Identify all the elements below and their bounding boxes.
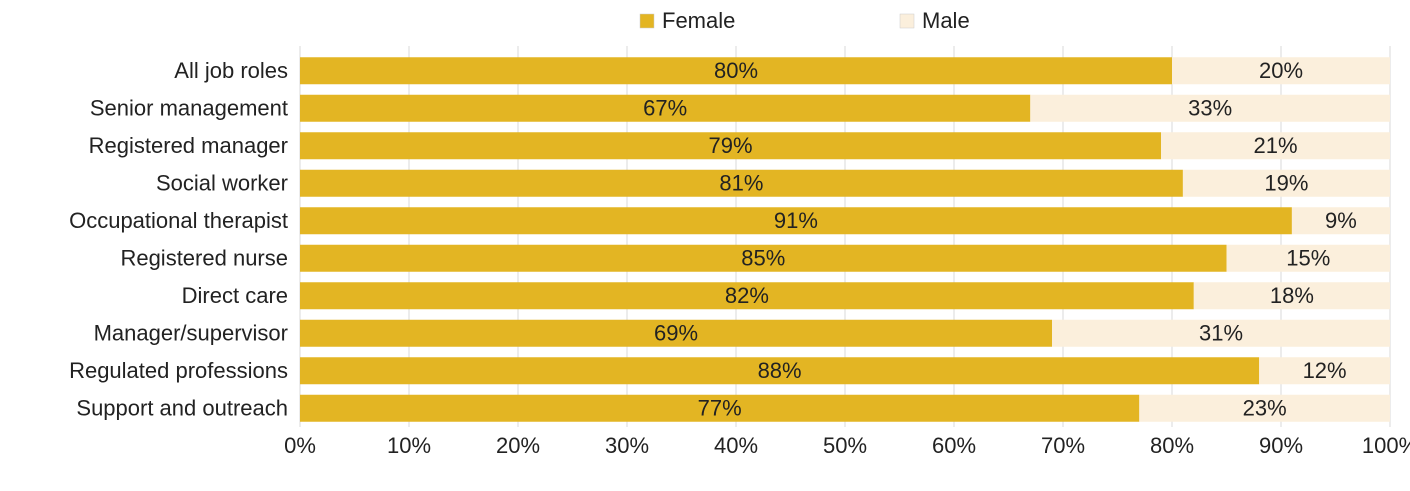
- data-label-male-social-worker: 19%: [1264, 170, 1308, 195]
- bar-male-support-and-outreach: [1139, 394, 1390, 422]
- bar-male-registered-nurse: [1226, 244, 1390, 272]
- legend-swatch-male: [899, 13, 915, 29]
- bar-male-manager-supervisor: [1052, 319, 1390, 347]
- bar-female-occupational-therapist: [300, 207, 1292, 235]
- bar-female-registered-nurse: [300, 244, 1227, 272]
- x-tick-label: 30%: [605, 433, 649, 458]
- data-label-female-registered-nurse: 85%: [741, 245, 785, 270]
- category-label-social-worker: Social worker: [156, 170, 288, 195]
- data-label-female-support-and-outreach: 77%: [698, 395, 742, 420]
- data-label-male-manager-supervisor: 31%: [1199, 320, 1243, 345]
- data-label-male-registered-nurse: 15%: [1286, 245, 1330, 270]
- data-label-female-regulated-professions: 88%: [758, 358, 802, 383]
- bar-male-registered-manager: [1161, 132, 1390, 160]
- x-axis: 0% 10% 20% 30% 40% 50% 60% 70% 80% 90% 100%: [284, 433, 1410, 458]
- data-label-female-senior-management: 67%: [643, 95, 687, 120]
- bar-female-direct-care: [300, 282, 1194, 310]
- data-label-male-regulated-professions: 12%: [1303, 358, 1347, 383]
- legend-label-male: Male: [922, 8, 970, 33]
- category-label-occupational-therapist: Occupational therapist: [69, 208, 288, 233]
- bar-female-support-and-outreach: [300, 394, 1140, 422]
- category-labels: All job roles Senior management Registered…: [69, 58, 288, 421]
- category-label-regulated-professions: Regulated professions: [69, 358, 288, 383]
- x-tick-label: 100%: [1362, 433, 1410, 458]
- category-label-direct-care: Direct care: [182, 283, 288, 308]
- bars: 80% 20% 67% 33% 79% 21% 81% 19% 91% 9% 85% 15% 82% 18…: [300, 57, 1390, 422]
- category-label-all-job-roles: All job roles: [174, 58, 288, 83]
- bar-female-regulated-professions: [300, 357, 1260, 385]
- data-label-male-all-job-roles: 20%: [1259, 58, 1303, 83]
- x-tick-label: 0%: [284, 433, 316, 458]
- bar-female-senior-management: [300, 94, 1031, 122]
- bar-male-occupational-therapist: [1291, 207, 1390, 235]
- data-label-male-support-and-outreach: 23%: [1243, 395, 1287, 420]
- category-label-senior-management: Senior management: [90, 95, 288, 120]
- bar-male-all-job-roles: [1172, 57, 1390, 85]
- category-label-registered-manager: Registered manager: [89, 133, 288, 158]
- category-label-registered-nurse: Registered nurse: [120, 245, 288, 270]
- data-label-female-occupational-therapist: 91%: [774, 208, 818, 233]
- bar-female-manager-supervisor: [300, 319, 1053, 347]
- data-label-male-senior-management: 33%: [1188, 95, 1232, 120]
- bar-male-direct-care: [1193, 282, 1390, 310]
- data-label-male-direct-care: 18%: [1270, 283, 1314, 308]
- x-tick-label: 50%: [823, 433, 867, 458]
- legend-swatch-female: [639, 13, 655, 29]
- x-tick-label: 90%: [1259, 433, 1303, 458]
- data-label-female-manager-supervisor: 69%: [654, 320, 698, 345]
- bar-male-senior-management: [1030, 94, 1390, 122]
- data-label-female-social-worker: 81%: [719, 170, 763, 195]
- x-tick-label: 40%: [714, 433, 758, 458]
- bar-female-social-worker: [300, 169, 1183, 197]
- bar-female-all-job-roles: [300, 57, 1172, 85]
- x-tick-label: 80%: [1150, 433, 1194, 458]
- data-label-male-occupational-therapist: 9%: [1325, 208, 1357, 233]
- legend: Female Male: [639, 8, 970, 33]
- x-tick-label: 70%: [1041, 433, 1085, 458]
- data-label-female-all-job-roles: 80%: [714, 58, 758, 83]
- x-tick-label: 20%: [496, 433, 540, 458]
- category-label-support-and-outreach: Support and outreach: [76, 395, 288, 420]
- bar-male-social-worker: [1182, 169, 1390, 197]
- x-tick-label: 10%: [387, 433, 431, 458]
- data-label-female-registered-manager: 79%: [709, 133, 753, 158]
- legend-label-female: Female: [662, 8, 735, 33]
- bar-female-registered-manager: [300, 132, 1162, 160]
- category-label-manager-supervisor: Manager/supervisor: [94, 320, 288, 345]
- x-tick-label: 60%: [932, 433, 976, 458]
- data-label-male-registered-manager: 21%: [1254, 133, 1298, 158]
- bar-male-regulated-professions: [1259, 357, 1390, 385]
- data-label-female-direct-care: 82%: [725, 283, 769, 308]
